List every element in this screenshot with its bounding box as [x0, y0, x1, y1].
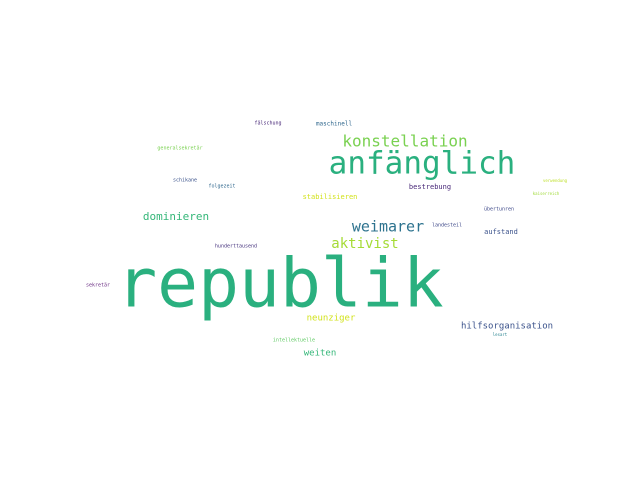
- word-hunderttausend: hunderttausend: [215, 244, 257, 250]
- word-maschinell: maschinell: [316, 121, 353, 128]
- word-republik: republik: [116, 245, 444, 324]
- word-bestrebung: bestrebung: [409, 183, 451, 191]
- word-konstellation: konstellation: [342, 132, 467, 151]
- word-faelschung: fälschung: [254, 121, 281, 127]
- word-lesart: lesart: [493, 332, 508, 337]
- word-verwendung: verwendung: [543, 178, 568, 183]
- word-folgezeit: folgezeit: [208, 184, 235, 190]
- word-sekretaer: sekretär: [86, 283, 110, 289]
- word-aufstand: aufstand: [484, 228, 518, 236]
- word-kaiserreich: kaiserreich: [533, 191, 560, 196]
- word-anfaenglich: anfänglich: [329, 146, 516, 182]
- word-aktivist: aktivist: [331, 236, 398, 252]
- word-schikane: schikane: [173, 178, 197, 184]
- word-intellektuelle: intellektuelle: [273, 338, 315, 344]
- word-weiten: weiten: [304, 349, 337, 359]
- word-neunziger: neunziger: [307, 314, 356, 324]
- word-stabilisieren: stabilisieren: [303, 193, 358, 201]
- word-landesteil: landesteil: [432, 223, 462, 229]
- word-dominieren: dominieren: [143, 210, 209, 223]
- word-weimarer: weimarer: [352, 218, 424, 236]
- word-generalsekretaer: generalsekretär: [157, 146, 202, 152]
- word-uebertunren: übertunren: [484, 207, 514, 213]
- word-hilfsorganisation: hilfsorganisation: [461, 322, 553, 332]
